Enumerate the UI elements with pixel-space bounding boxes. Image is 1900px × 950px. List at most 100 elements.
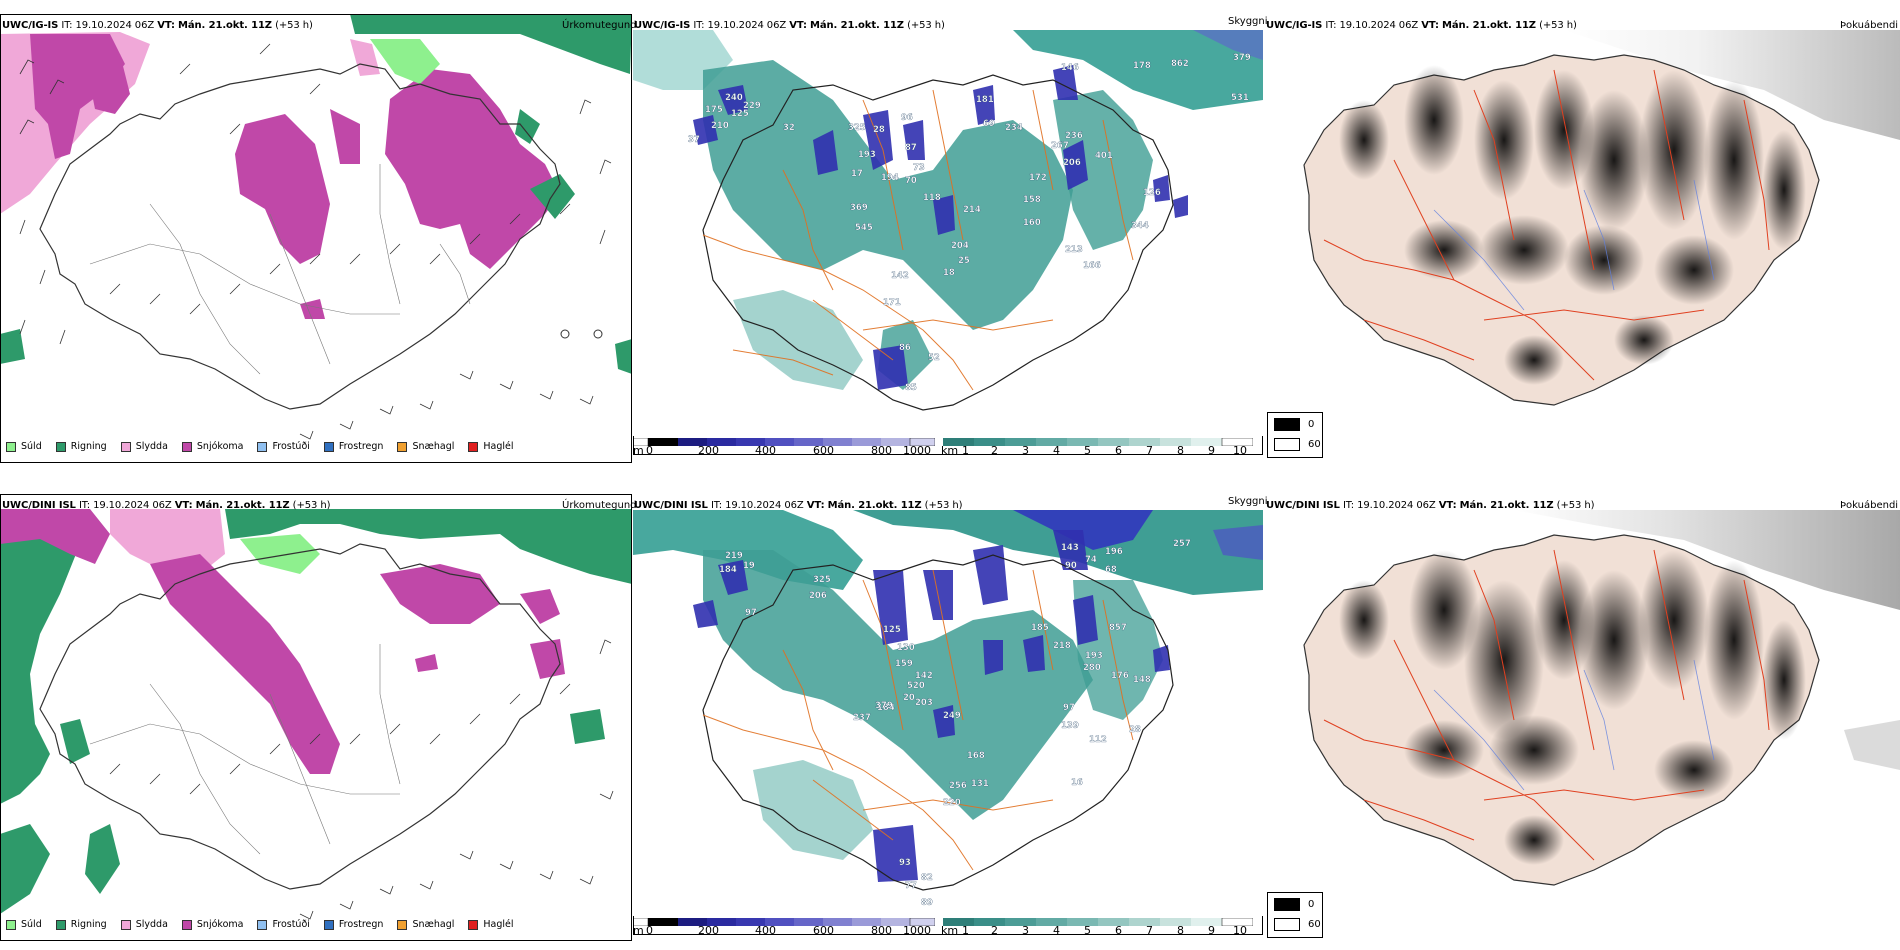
model-name: UWC/IG-IS: [634, 20, 691, 31]
precip-panel-row2: Súld Rigning Slydda Snjókoma Frostúði Frostre…: [0, 494, 632, 941]
legend-swatch: [323, 441, 334, 452]
legend-swatch: [6, 441, 16, 452]
cloud-base-value: 194: [881, 173, 899, 183]
fog-title-row2: Þokuábendi: [1840, 500, 1899, 511]
cloud-base-value: 280: [1083, 663, 1101, 673]
unit-m: m: [633, 924, 644, 937]
legend-item-snæhagl: Snæhagl: [397, 919, 454, 930]
cloud-base-value: 196: [1105, 547, 1123, 557]
legend-label: Snæhagl: [412, 919, 455, 930]
tick-km: 1: [962, 924, 969, 937]
cloud-base-value: 130: [897, 643, 915, 653]
legend-swatch: [257, 919, 268, 930]
legend-item-frostúði: Frostúði: [257, 919, 310, 930]
legend-label: Frostúði: [272, 441, 310, 452]
legend-swatch: [120, 919, 131, 930]
cloud-title-row1: Skyggni: [1228, 16, 1268, 27]
cloud-scale-m-row2: [633, 918, 943, 935]
fog-scale-row1: 0 60: [1267, 412, 1323, 458]
legend-swatch: [6, 919, 16, 930]
legend-swatch: [323, 919, 334, 930]
cloud-base-value: 203: [915, 698, 933, 708]
vt-value: Mán. 21.okt. 11Z: [1442, 20, 1536, 31]
tick-m: 1000: [903, 924, 931, 937]
cloud-base-value: 90: [1065, 561, 1077, 571]
cloud-base-value: 118: [923, 193, 941, 203]
precip-title-row2: Úrkomutegund: [562, 500, 637, 511]
cloud-scale-km-bar: [943, 438, 1253, 446]
cloud-scale-m-bar: [633, 438, 935, 446]
cloud-base-value: 185: [1031, 623, 1049, 633]
cloud-base-value: 142: [891, 271, 909, 281]
cloud-base-value: 234: [1005, 123, 1023, 133]
cloud-base-value: 166: [1083, 261, 1101, 271]
unit-km: km: [941, 444, 959, 457]
fog-title-row1: Þokuábendi: [1840, 20, 1899, 31]
fog-swatch-white: [1274, 438, 1300, 451]
cloud-base-value: 112: [1089, 735, 1107, 745]
cloud-base-value: 77: [905, 881, 917, 891]
cloud-base-value: 32: [783, 123, 795, 133]
cloud-base-value: 240: [725, 93, 743, 103]
precip-map-row1: [0, 14, 632, 463]
cloud-panel-row1: 240 175 210 37 125 32 229 325 28 96 87 73 181 69 146 17…: [633, 30, 1263, 455]
cloud-base-value: 520: [907, 681, 925, 691]
cloud-base-value: 85: [905, 383, 917, 393]
it-value: 19.10.2024 06Z: [707, 20, 787, 31]
cloud-base-value: 206: [809, 591, 827, 601]
cloud-base-value: 175: [705, 105, 723, 115]
model-name: UWC/DINI ISL: [634, 500, 708, 511]
cloud-scale-labels-row1: m 0 200 400 600 800 1000 km 1 2 3 4 5 6 …: [633, 444, 1263, 458]
legend-item-rigning: Rigning: [55, 441, 107, 452]
cloud-base-value: 97: [745, 608, 757, 618]
tick-m: 600: [813, 444, 834, 457]
legend-item-frostregn: Frostregn: [323, 441, 383, 452]
cloud-scale-labels-row2: m 0 200 400 600 800 1000 km 1 2 3 4 5 6 …: [633, 924, 1263, 938]
tick-km: 5: [1084, 444, 1091, 457]
vt-value: Mán. 21.okt. 11Z: [827, 500, 922, 511]
header-row1-precip: UWC/IG-IS IT: 19.10.2024 06Z VT: Mán. 21…: [2, 20, 313, 31]
cloud-panel-row2: 219 184 19 325 206 97 143 90 74 196 257 68 125 130 159…: [633, 510, 1263, 935]
legend-label: Snjókoma: [196, 441, 244, 452]
tick-m: 600: [813, 924, 834, 937]
it-value: 19.10.2024 06Z: [93, 500, 172, 511]
vt-label: VT:: [174, 500, 193, 511]
vt-label: VT:: [789, 20, 807, 31]
cloud-base-value: 181: [976, 95, 994, 105]
lead-time: (+53 h): [1556, 500, 1595, 511]
it-label: IT:: [710, 500, 722, 511]
header-row1-cloud: UWC/IG-IS IT: 19.10.2024 06Z VT: Mán. 21…: [634, 20, 945, 31]
cloud-base-value: 379: [875, 701, 893, 711]
it-label: IT:: [61, 20, 73, 31]
cloud-base-value: 89: [921, 898, 933, 908]
model-name: UWC/DINI ISL: [1266, 500, 1340, 511]
legend-item-frostúði: Frostúði: [257, 441, 310, 452]
cloud-base-value: 220: [943, 798, 961, 808]
tick-km: 7: [1146, 924, 1153, 937]
fog-map-row1: [1264, 30, 1900, 455]
cloud-base-value: 401: [1095, 151, 1113, 161]
tick-km: 9: [1208, 444, 1215, 457]
legend-label: Rigning: [70, 441, 107, 452]
legend-swatch: [397, 919, 408, 930]
cloud-base-value: 37: [688, 135, 700, 145]
cloud-base-value: 229: [743, 101, 761, 111]
cloud-base-value: 213: [1065, 245, 1083, 255]
lead-time: (+53 h): [924, 500, 963, 511]
cloud-base-value: 139: [1061, 721, 1079, 731]
cloud-base-value: 146: [1061, 63, 1079, 73]
tick-m: 0: [646, 444, 653, 457]
cloud-base-value: 18: [943, 268, 955, 278]
lead-time: (+53 h): [292, 500, 331, 511]
precip-legend-row1: Súld Rigning Slydda Snjókoma Frostúði Frostre…: [6, 441, 514, 452]
legend-item-haglél: Haglél: [468, 919, 514, 930]
fog-scale-top: 0: [1308, 419, 1315, 430]
legend-swatch: [397, 441, 408, 452]
legend-label: Snjókoma: [196, 919, 244, 930]
header-row2-fog: UWC/DINI ISL IT: 19.10.2024 06Z VT: Mán.…: [1266, 500, 1594, 511]
unit-m: m: [633, 444, 644, 457]
tick-km: 1: [962, 444, 969, 457]
cloud-base-value: 184: [877, 703, 895, 713]
cloud-base-value: 171: [883, 298, 901, 308]
